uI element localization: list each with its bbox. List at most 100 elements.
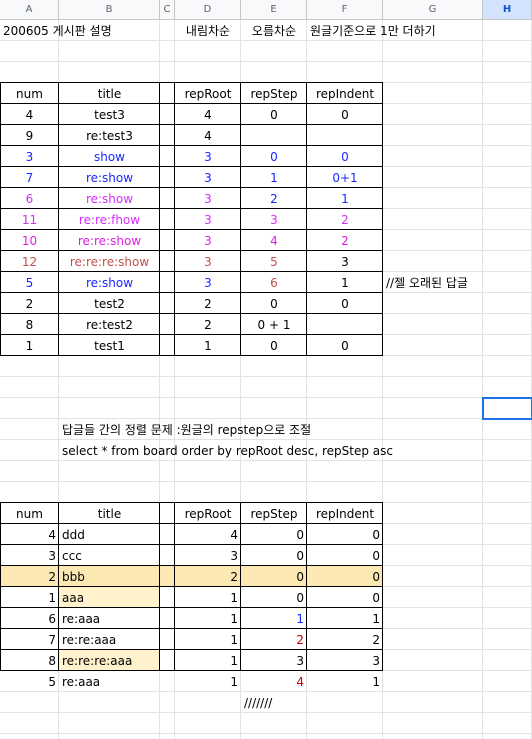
table1-header-repindent[interactable]: repIndent bbox=[315, 86, 375, 101]
table1-num-cell[interactable]: 3 bbox=[25, 149, 34, 164]
sheet-title-cell[interactable]: 200605 게시판 설명 bbox=[3, 24, 112, 38]
table1-reproot-cell[interactable]: 3 bbox=[204, 170, 212, 185]
table2-num-cell[interactable]: 6 bbox=[48, 611, 56, 626]
column-header-e[interactable]: E bbox=[241, 0, 307, 20]
oldest-reply-note[interactable]: //젤 오래된 답글 bbox=[386, 276, 468, 290]
table1-repindent-cell[interactable]: 0 bbox=[341, 149, 349, 164]
table2-repindent-cell[interactable]: 0 bbox=[372, 569, 380, 584]
table1-header-title[interactable]: title bbox=[97, 86, 122, 101]
table1-reproot-cell[interactable]: 1 bbox=[204, 338, 212, 353]
table1-reproot-cell[interactable]: 2 bbox=[204, 317, 212, 332]
desc-label-cell[interactable]: 내림차순 bbox=[185, 24, 231, 38]
table2-num-cell[interactable]: 8 bbox=[48, 653, 56, 668]
rule-label-cell[interactable]: 원글기준으로 1만 더하기 bbox=[310, 24, 436, 38]
table1-num-cell[interactable]: 8 bbox=[25, 317, 34, 332]
table1-repindent-cell[interactable]: 0 bbox=[341, 296, 349, 311]
table1-header-num[interactable]: num bbox=[16, 86, 43, 101]
table1-repindent-cell[interactable]: 0 bbox=[341, 338, 349, 353]
footer-slashes-cell[interactable]: /////// bbox=[244, 695, 273, 710]
table1-num-cell[interactable]: 2 bbox=[25, 296, 34, 311]
sql-query-cell[interactable]: select * from board order by repRoot des… bbox=[62, 443, 393, 458]
table1-repindent-cell[interactable]: 3 bbox=[341, 254, 349, 269]
table1-title-cell[interactable]: test1 bbox=[94, 338, 125, 353]
table1-num-cell[interactable]: 10 bbox=[21, 233, 38, 248]
table1-repstep-cell[interactable] bbox=[241, 125, 307, 146]
table2-title-cell[interactable]: re:re:re:aaa bbox=[62, 653, 133, 668]
table2-reproot-cell[interactable]: 4 bbox=[230, 527, 238, 542]
table1-reproot-cell[interactable]: 3 bbox=[204, 254, 212, 269]
table1-repstep-cell[interactable]: 2 bbox=[270, 191, 278, 206]
table1-num-cell[interactable]: 6 bbox=[25, 191, 34, 206]
table1-title-cell[interactable]: test2 bbox=[94, 296, 125, 311]
table1-reproot-cell[interactable]: 3 bbox=[204, 212, 212, 227]
table1-num-cell[interactable]: 5 bbox=[25, 275, 34, 290]
table2-title-cell[interactable]: re:aaa bbox=[62, 611, 101, 626]
table1-repindent-cell[interactable]: 1 bbox=[341, 191, 349, 206]
table1-title-cell[interactable]: re:show bbox=[85, 275, 134, 290]
table2-header-repindent[interactable]: repIndent bbox=[315, 506, 375, 521]
table2-title-cell[interactable]: re:re:aaa bbox=[62, 632, 117, 647]
table1-num-cell[interactable]: 7 bbox=[25, 170, 34, 185]
table1-reproot-cell[interactable]: 2 bbox=[204, 296, 212, 311]
table2-repstep-cell[interactable]: 0 bbox=[296, 527, 304, 542]
table2-repstep-cell[interactable]: 4 bbox=[296, 674, 304, 689]
column-header-b[interactable]: B bbox=[59, 0, 160, 20]
selected-cell-h19[interactable] bbox=[482, 397, 532, 420]
table1-repstep-cell[interactable]: 0 bbox=[270, 149, 278, 164]
table1-title-cell[interactable]: test3 bbox=[94, 107, 125, 122]
table1-title-cell[interactable]: re:test3 bbox=[86, 128, 133, 143]
table1-reproot-cell[interactable]: 3 bbox=[204, 149, 212, 164]
table2-repindent-cell[interactable]: 2 bbox=[372, 632, 380, 647]
table2-title-cell[interactable]: ddd bbox=[62, 527, 85, 542]
table2-repstep-cell[interactable]: 0 bbox=[296, 569, 304, 584]
column-header-d[interactable]: D bbox=[175, 0, 241, 20]
table1-title-cell[interactable]: show bbox=[93, 149, 125, 164]
table2-title-cell[interactable]: re:aaa bbox=[62, 674, 101, 689]
table2-title-cell[interactable]: ccc bbox=[62, 548, 82, 563]
table2-header-reproot[interactable]: repRoot bbox=[184, 506, 232, 521]
table1-reproot-cell[interactable]: 3 bbox=[204, 191, 212, 206]
table1-title-cell[interactable]: re:re:fhow bbox=[78, 212, 141, 227]
table1-title-cell[interactable]: re:show bbox=[85, 170, 134, 185]
column-header-g[interactable]: G bbox=[383, 0, 483, 20]
table1-reproot-cell[interactable]: 3 bbox=[204, 275, 212, 290]
table1-title-cell[interactable]: re:re:show bbox=[77, 233, 142, 248]
table1-num-cell[interactable]: 4 bbox=[25, 107, 34, 122]
table1-title-cell[interactable]: re:show bbox=[85, 191, 134, 206]
table1-num-cell[interactable]: 1 bbox=[25, 338, 34, 353]
table1-repstep-cell[interactable]: 1 bbox=[270, 170, 278, 185]
table1-repindent-cell[interactable] bbox=[307, 314, 383, 335]
table2-repindent-cell[interactable]: 0 bbox=[372, 590, 380, 605]
table2-header-repstep[interactable]: repStep bbox=[250, 506, 298, 521]
table2-title-cell[interactable]: bbb bbox=[62, 569, 85, 584]
table2-repindent-cell[interactable]: 3 bbox=[372, 653, 380, 668]
table1-repstep-cell[interactable]: 5 bbox=[270, 254, 278, 269]
table2-repindent-cell[interactable]: 1 bbox=[372, 674, 380, 689]
table2-reproot-cell[interactable]: 1 bbox=[230, 653, 238, 668]
table2-num-cell[interactable]: 3 bbox=[48, 548, 56, 563]
table2-repstep-cell[interactable]: 3 bbox=[296, 653, 304, 668]
table1-num-cell[interactable]: 12 bbox=[21, 254, 38, 269]
table2-reproot-cell[interactable]: 1 bbox=[230, 611, 238, 626]
table2-num-cell[interactable]: 2 bbox=[48, 569, 56, 584]
table2-repstep-cell[interactable]: 1 bbox=[296, 611, 304, 626]
table2-repstep-cell[interactable]: 0 bbox=[296, 548, 304, 563]
table1-repindent-cell[interactable]: 2 bbox=[341, 233, 349, 248]
table2-num-cell[interactable]: 4 bbox=[48, 527, 56, 542]
table1-repstep-cell[interactable]: 0 bbox=[270, 107, 278, 122]
table2-repstep-cell[interactable]: 0 bbox=[296, 590, 304, 605]
table1-title-cell[interactable]: re:re:re:show bbox=[69, 254, 150, 269]
asc-label-cell[interactable]: 오름차순 bbox=[251, 24, 297, 38]
table1-repindent-cell[interactable]: 0 bbox=[341, 107, 349, 122]
table1-repstep-cell[interactable]: 0 bbox=[270, 338, 278, 353]
table2-title-cell[interactable]: aaa bbox=[62, 590, 85, 605]
table2-repindent-cell[interactable]: 1 bbox=[372, 611, 380, 626]
table1-repstep-cell[interactable]: 4 bbox=[270, 233, 278, 248]
table1-repstep-cell[interactable]: 6 bbox=[270, 275, 278, 290]
table1-repstep-cell[interactable]: 3 bbox=[270, 212, 278, 227]
table2-reproot-cell[interactable]: 2 bbox=[230, 569, 238, 584]
table2-header-title[interactable]: title bbox=[97, 506, 122, 521]
table1-reproot-cell[interactable]: 4 bbox=[204, 107, 212, 122]
table1-num-cell[interactable]: 11 bbox=[21, 212, 38, 227]
